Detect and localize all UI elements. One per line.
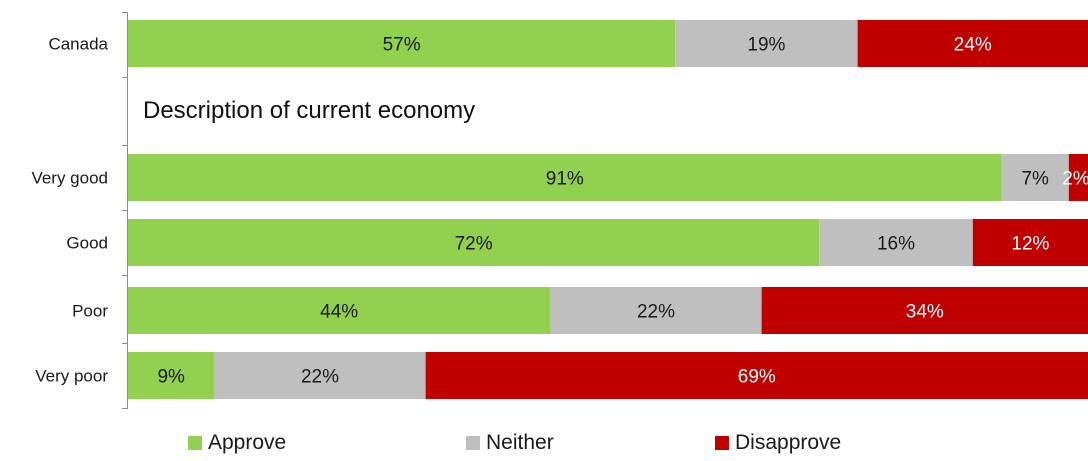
category-label: Canada — [48, 35, 108, 54]
category-label: Very poor — [35, 367, 108, 386]
data-label: 7% — [1021, 169, 1049, 190]
data-label: 19% — [747, 35, 785, 56]
section-heading: Description of current economy — [143, 97, 475, 124]
data-label: 24% — [954, 35, 992, 56]
data-label: 44% — [320, 302, 358, 323]
data-label: 34% — [906, 302, 944, 323]
data-label: 91% — [546, 169, 584, 190]
legend-swatch-neither — [466, 436, 480, 450]
category-label: Good — [66, 234, 108, 253]
legend-swatch-approve — [188, 436, 202, 450]
value-labels: 57% 19% 24% 91% 7% 2% 72% 16% 12% 44% 22% 34% 9% 22% 6… — [157, 35, 1088, 388]
bar-segment-approve — [128, 154, 1002, 201]
bar-segment-disapprove — [425, 352, 1088, 399]
category-label: Poor — [72, 302, 108, 321]
data-label: 22% — [301, 367, 339, 388]
legend-label-disapprove: Disapprove — [735, 431, 841, 454]
bar-segment-neither — [214, 352, 426, 399]
bar-segment-approve — [128, 287, 551, 334]
bar-segment-approve — [128, 219, 820, 266]
data-label: 2% — [1062, 169, 1088, 190]
bar-segment-neither — [819, 219, 973, 266]
bar-segment-disapprove — [972, 219, 1088, 266]
data-label: 72% — [455, 234, 493, 255]
bar-segment-neither — [1001, 154, 1069, 201]
category-label: Very good — [31, 169, 108, 188]
data-label: 12% — [1011, 234, 1049, 255]
bar-segment-disapprove — [857, 20, 1088, 67]
data-label: 9% — [157, 367, 185, 388]
bar-segment-neither — [675, 20, 858, 67]
legend-label-approve: Approve — [208, 431, 286, 454]
legend-label-neither: Neither — [486, 431, 554, 454]
bar-segment-approve — [128, 20, 676, 67]
data-label: 22% — [637, 302, 675, 323]
data-label: 16% — [877, 234, 915, 255]
legend: Approve Neither Disapprove — [188, 431, 841, 454]
category-labels: Canada Very good Good Poor Very poor — [31, 35, 108, 386]
data-label: 57% — [383, 35, 421, 56]
legend-swatch-disapprove — [715, 436, 729, 450]
bar-segment-disapprove — [1068, 154, 1088, 201]
bar-segment-approve — [128, 352, 215, 399]
category-axis — [122, 12, 128, 409]
bar-segment-disapprove — [761, 287, 1088, 334]
data-label: 69% — [738, 367, 776, 388]
bars — [128, 20, 1088, 399]
bar-segment-neither — [550, 287, 762, 334]
